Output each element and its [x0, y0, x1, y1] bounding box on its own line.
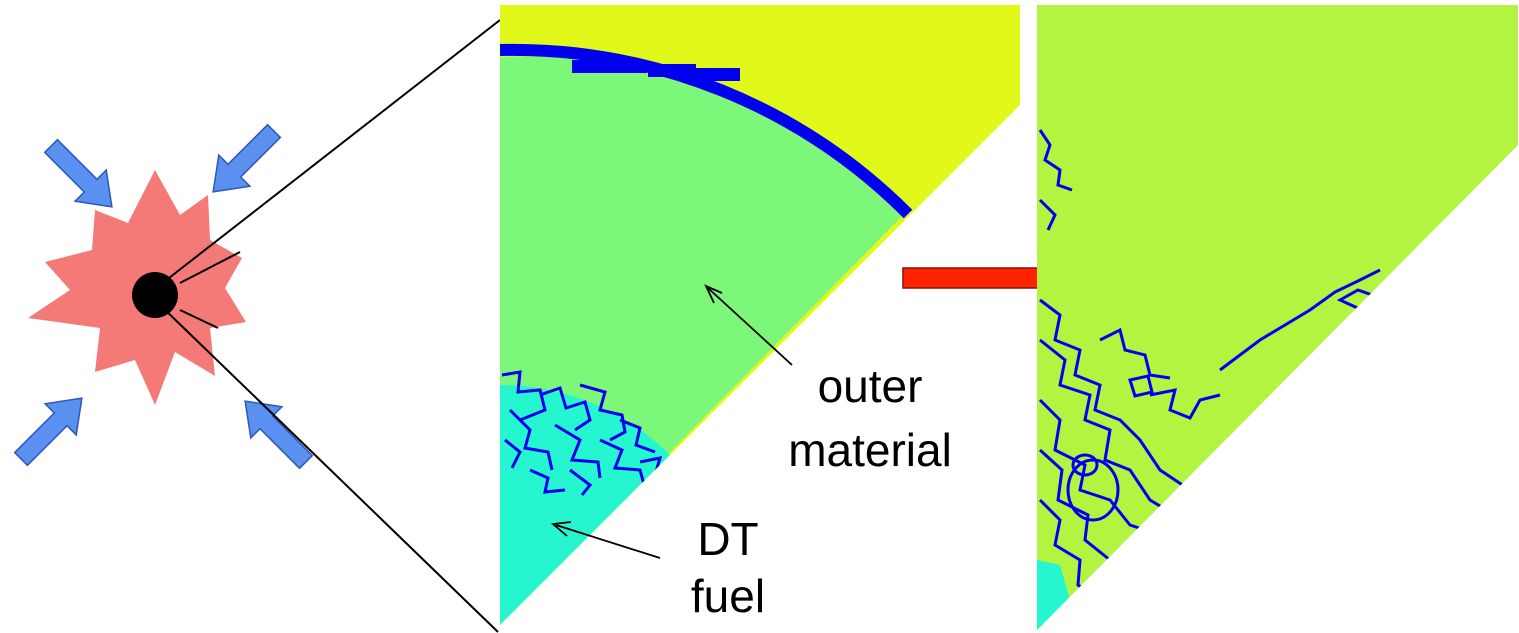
evolved-state-panel [1037, 5, 1518, 630]
zoom-lines [159, 19, 501, 633]
initial-state-panel [500, 5, 1020, 625]
outer-material-pointer [707, 287, 793, 366]
capsule-schematic [13, 19, 501, 633]
dt-fuel-label-line1: DT [697, 513, 758, 565]
outer-material-label-line1: outer [818, 360, 923, 412]
beam-arrow-icon [13, 123, 314, 470]
ablator-interface [500, 43, 913, 219]
label-pointers [550, 284, 793, 559]
outer-material-label-line2: material [788, 424, 952, 476]
fuel-mix-region [501, 370, 663, 496]
interface-steps [572, 60, 740, 81]
dt-fuel-pointer [555, 524, 661, 559]
dt-fuel-label-line2: fuel [691, 570, 765, 622]
fuel-core [132, 272, 178, 318]
